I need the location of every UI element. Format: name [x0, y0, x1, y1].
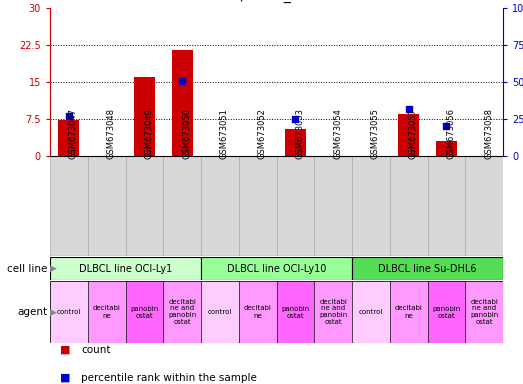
Point [442, 123, 450, 129]
Bar [427, 281, 465, 343]
Text: GSM673049: GSM673049 [144, 108, 153, 159]
Text: count: count [82, 345, 111, 355]
Text: decitabi
ne: decitabi ne [93, 306, 121, 318]
Bar [314, 281, 352, 343]
Text: decitabi
ne: decitabi ne [395, 306, 423, 318]
Bar [390, 281, 427, 343]
Text: GSM673050: GSM673050 [182, 108, 191, 159]
Text: GSM673052: GSM673052 [258, 108, 267, 159]
Text: GSM673057: GSM673057 [408, 108, 418, 159]
Text: GSM673048: GSM673048 [107, 108, 116, 159]
Text: DLBCL line Su-DHL6: DLBCL line Su-DHL6 [378, 263, 477, 273]
Bar [314, 156, 352, 256]
Text: control: control [208, 309, 232, 315]
Point [291, 116, 300, 122]
Text: GSM673055: GSM673055 [371, 108, 380, 159]
Bar [59, 121, 79, 156]
Text: decitabi
ne and
panobin
ostat: decitabi ne and panobin ostat [319, 298, 347, 326]
Bar [201, 257, 352, 280]
Text: DLBCL line OCI-Ly10: DLBCL line OCI-Ly10 [227, 263, 326, 273]
Text: panobin
ostat: panobin ostat [130, 306, 158, 318]
Bar [134, 77, 155, 156]
Text: GSM673053: GSM673053 [295, 108, 304, 159]
Text: decitabi
ne and
panobin
ostat: decitabi ne and panobin ostat [470, 298, 498, 326]
Bar [50, 156, 88, 256]
Bar [352, 156, 390, 256]
Bar [50, 281, 88, 343]
Bar [277, 156, 314, 256]
Text: GDS4006 / ILMN_1706660: GDS4006 / ILMN_1706660 [170, 0, 353, 3]
Bar [201, 156, 239, 256]
Text: control: control [56, 309, 81, 315]
Text: ■: ■ [61, 345, 71, 355]
Bar [172, 50, 192, 156]
Text: ▶: ▶ [50, 308, 56, 316]
Bar [50, 257, 201, 280]
Bar [436, 141, 457, 156]
Bar [427, 156, 465, 256]
Bar [239, 156, 277, 256]
Text: DLBCL line OCI-Ly1: DLBCL line OCI-Ly1 [79, 263, 172, 273]
Bar [277, 281, 314, 343]
Bar [239, 281, 277, 343]
Bar [163, 281, 201, 343]
Text: decitabi
ne and
panobin
ostat: decitabi ne and panobin ostat [168, 298, 196, 326]
Bar [201, 281, 239, 343]
Text: ■: ■ [61, 373, 71, 383]
Point [65, 113, 73, 119]
Text: panobin
ostat: panobin ostat [432, 306, 460, 318]
Bar [126, 281, 163, 343]
Bar [88, 281, 126, 343]
Point [404, 106, 413, 112]
Text: decitabi
ne: decitabi ne [244, 306, 271, 318]
Point [178, 78, 186, 84]
Bar [163, 156, 201, 256]
Text: ▶: ▶ [50, 264, 56, 273]
Bar [285, 129, 306, 156]
Bar [465, 156, 503, 256]
Text: cell line: cell line [7, 263, 48, 273]
Bar [465, 281, 503, 343]
Text: GSM673054: GSM673054 [333, 108, 342, 159]
Bar [398, 114, 419, 156]
Text: panobin
ostat: panobin ostat [281, 306, 310, 318]
Bar [390, 156, 427, 256]
Text: percentile rank within the sample: percentile rank within the sample [82, 373, 257, 383]
Text: agent: agent [17, 307, 48, 317]
Text: GSM673047: GSM673047 [69, 108, 78, 159]
Text: GSM673058: GSM673058 [484, 108, 493, 159]
Bar [352, 281, 390, 343]
Bar [126, 156, 163, 256]
Text: GSM673051: GSM673051 [220, 108, 229, 159]
Bar [88, 156, 126, 256]
Text: GSM673056: GSM673056 [446, 108, 456, 159]
Bar [352, 257, 503, 280]
Text: control: control [359, 309, 383, 315]
